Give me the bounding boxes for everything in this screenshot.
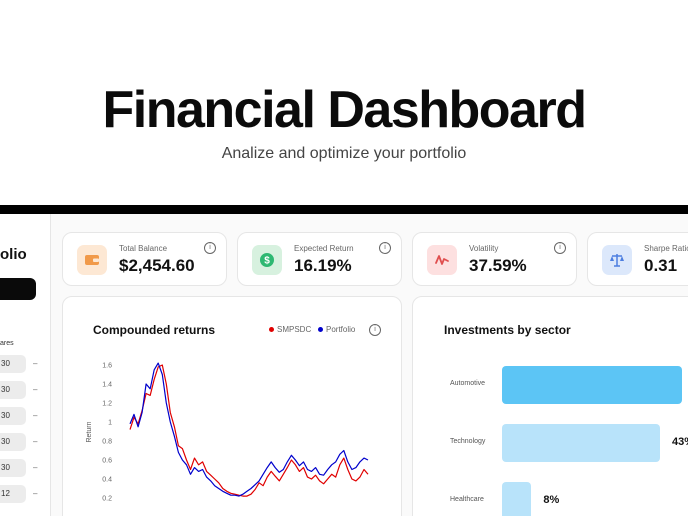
sidebar-title: olio <box>0 246 27 263</box>
stat-card-sharpe-ratio: Sharpe Ratio 0.31 <box>587 232 688 286</box>
stat-label: Volatility <box>469 244 499 253</box>
y-tick-label: 0.2 <box>102 496 112 503</box>
legend-label: Portfolio <box>326 325 356 334</box>
legend-item: SMPSDC <box>269 325 311 334</box>
info-icon[interactable]: i <box>204 242 216 254</box>
sidebar-share-row[interactable]: 30 <box>0 433 26 451</box>
stat-label: Sharpe Ratio <box>644 244 688 253</box>
stat-value: $2,454.60 <box>119 256 195 275</box>
dashboard-top-border <box>0 205 688 214</box>
scale-icon <box>602 245 632 275</box>
volatility-icon <box>427 245 457 275</box>
sector-bar[interactable] <box>502 366 682 404</box>
legend-item: Portfolio <box>318 325 355 334</box>
sidebar-share-value: 30 <box>1 359 10 368</box>
info-icon[interactable]: i <box>369 324 381 336</box>
stat-label: Total Balance <box>119 244 168 253</box>
sidebar-share-value: 30 <box>1 437 10 446</box>
sector-bar[interactable] <box>502 424 660 462</box>
sidebar-share-row[interactable]: 12 <box>0 485 26 503</box>
svg-text:$: $ <box>264 256 270 267</box>
y-tick-label: 0.6 <box>102 458 112 465</box>
y-tick-label: 1.2 <box>102 401 112 408</box>
legend-dot-red <box>269 327 274 332</box>
sidebar-share-row[interactable]: 30 <box>0 407 26 425</box>
returns-line-chart: Return 1.6 1.4 1.2 1 0.8 0.6 0.4 0.2 <box>86 362 369 503</box>
bar-value-label: 43% <box>671 436 688 448</box>
y-tick-label: 1.6 <box>102 363 112 370</box>
info-icon[interactable]: i <box>379 242 391 254</box>
series-line-smpsdc <box>129 364 369 497</box>
y-tick-label: 0.4 <box>102 477 112 484</box>
bar-category-label: Automotive <box>450 380 486 387</box>
wallet-icon <box>77 245 107 275</box>
stat-value: 16.19% <box>294 256 352 275</box>
sidebar-share-row[interactable]: 30 <box>0 459 26 477</box>
hero-title: Financial Dashboard <box>102 81 587 139</box>
bar-category-label: Healthcare <box>450 496 484 503</box>
sidebar-primary-button[interactable] <box>0 278 36 300</box>
bar-category-label: Technology <box>450 438 486 445</box>
sector-chart-title: Investments by sector <box>444 323 571 337</box>
sidebar-share-value: 30 <box>1 411 10 420</box>
sidebar-share-row[interactable]: 30 <box>0 355 26 373</box>
sidebar-share-row[interactable]: 30 <box>0 381 26 399</box>
sector-chart-card: Investments by sector <box>412 296 688 516</box>
stat-card-expected-return: $ Expected Return 16.19% i <box>237 232 402 286</box>
sidebar-share-dash: – <box>33 489 38 498</box>
sidebar-share-value: 30 <box>1 463 10 472</box>
returns-chart-card: Compounded returns SMPSDC Portfolio i <box>62 296 402 516</box>
y-tick-label: 1 <box>108 420 112 427</box>
sidebar-share-dash: – <box>33 463 38 472</box>
y-tick-label: 1.4 <box>102 382 112 389</box>
bar-value-label: 8% <box>543 494 560 506</box>
returns-chart-title: Compounded returns <box>93 323 215 337</box>
y-axis-label: Return <box>86 421 93 442</box>
legend-dot-blue <box>318 327 323 332</box>
dollar-icon: $ <box>252 245 282 275</box>
sidebar-share-dash: – <box>33 437 38 446</box>
stat-value: 37.59% <box>469 256 527 275</box>
sidebar-share-value: 30 <box>1 385 10 394</box>
sidebar-section-label: ares <box>0 340 14 347</box>
y-tick-label: 0.8 <box>102 439 112 446</box>
sidebar-share-dash: – <box>33 359 38 368</box>
hero-subtitle: Analize and optimize your portfolio <box>221 145 467 162</box>
sidebar-share-value: 12 <box>1 489 10 498</box>
sidebar-share-dash: – <box>33 411 38 420</box>
sidebar-share-dash: – <box>33 385 38 394</box>
stat-label: Expected Return <box>294 244 354 253</box>
legend-label: SMPSDC <box>277 325 312 334</box>
stat-card-total-balance: Total Balance $2,454.60 i <box>62 232 227 286</box>
stat-card-volatility: Volatility 37.59% i <box>412 232 577 286</box>
info-icon[interactable]: i <box>554 242 566 254</box>
series-line-portfolio <box>129 362 369 497</box>
sector-bar[interactable] <box>502 482 532 516</box>
stat-value: 0.31 <box>644 256 678 275</box>
